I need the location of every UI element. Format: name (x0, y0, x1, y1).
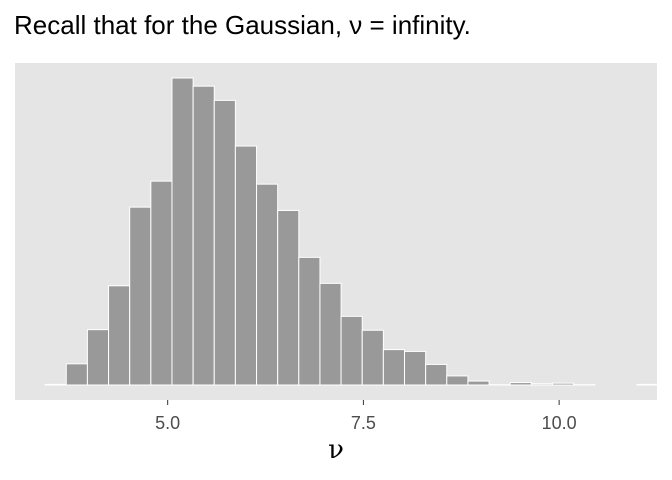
histogram-bar (65, 363, 88, 386)
histogram-bar (530, 383, 553, 386)
histogram-bar (636, 383, 659, 386)
histogram-bar (509, 382, 532, 386)
histogram-bar (171, 77, 194, 386)
x-axis: 5.0 7.5 10.0 (155, 400, 577, 433)
histogram-bar (361, 329, 384, 386)
x-tick-label: 10.0 (542, 413, 577, 433)
x-axis-title: ν (328, 435, 344, 465)
histogram-bar (446, 375, 469, 386)
histogram-bar (404, 350, 427, 386)
histogram-bar (44, 383, 67, 386)
bars-layer (44, 77, 659, 386)
histogram-bar (108, 285, 131, 386)
histogram-bar (298, 256, 321, 386)
chart-title: Recall that for the Gaussian, ν = infini… (14, 10, 471, 40)
histogram-bar (256, 183, 279, 386)
x-tick-label: 5.0 (155, 413, 180, 433)
histogram-bar (192, 85, 215, 386)
histogram-bar (382, 349, 406, 386)
histogram-bar (213, 99, 236, 386)
histogram-bar (150, 180, 173, 386)
x-tick-label: 7.5 (351, 413, 376, 433)
histogram-bar (425, 363, 448, 386)
histogram-bar (551, 382, 575, 386)
histogram-bar (319, 282, 342, 386)
histogram-bar (340, 315, 363, 386)
histogram-bar (467, 380, 490, 386)
histogram-bar (86, 329, 110, 386)
histogram-bar (277, 209, 300, 386)
histogram-bar (129, 206, 152, 386)
histogram-bar (234, 145, 258, 386)
